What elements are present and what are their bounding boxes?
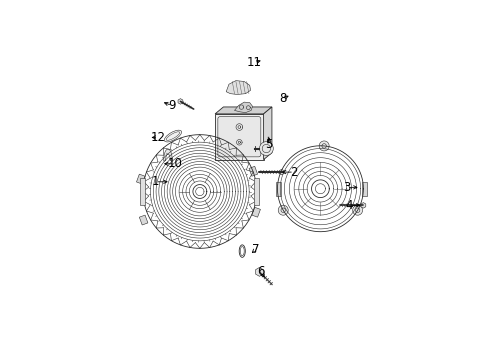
Text: 4: 4 [346, 199, 353, 212]
Ellipse shape [164, 130, 182, 142]
Text: 9: 9 [169, 99, 176, 112]
Text: 11: 11 [246, 56, 261, 69]
Polygon shape [256, 267, 263, 276]
Bar [137, 174, 145, 184]
Bar [139, 215, 148, 225]
Bar [362, 182, 367, 196]
Text: 8: 8 [279, 92, 287, 105]
Circle shape [319, 141, 329, 151]
Text: 6: 6 [257, 265, 265, 278]
Bar [276, 182, 281, 196]
Bar [249, 166, 258, 176]
Bar [215, 114, 264, 159]
Polygon shape [235, 102, 252, 113]
Polygon shape [226, 81, 250, 94]
Text: 7: 7 [251, 243, 259, 256]
FancyBboxPatch shape [218, 117, 261, 157]
Text: 1: 1 [152, 175, 159, 188]
Polygon shape [178, 99, 183, 104]
Polygon shape [254, 177, 259, 205]
Circle shape [259, 141, 273, 156]
Polygon shape [264, 107, 272, 159]
Text: 5: 5 [266, 138, 273, 151]
Polygon shape [361, 203, 366, 208]
Circle shape [353, 205, 363, 215]
Polygon shape [279, 169, 284, 175]
Polygon shape [140, 177, 145, 205]
Text: 12: 12 [151, 131, 166, 144]
Text: 3: 3 [343, 181, 350, 194]
Polygon shape [215, 107, 272, 114]
Circle shape [278, 205, 288, 215]
Bar [252, 207, 260, 217]
Text: 2: 2 [291, 166, 298, 179]
Text: 10: 10 [168, 157, 182, 170]
Polygon shape [164, 149, 172, 161]
